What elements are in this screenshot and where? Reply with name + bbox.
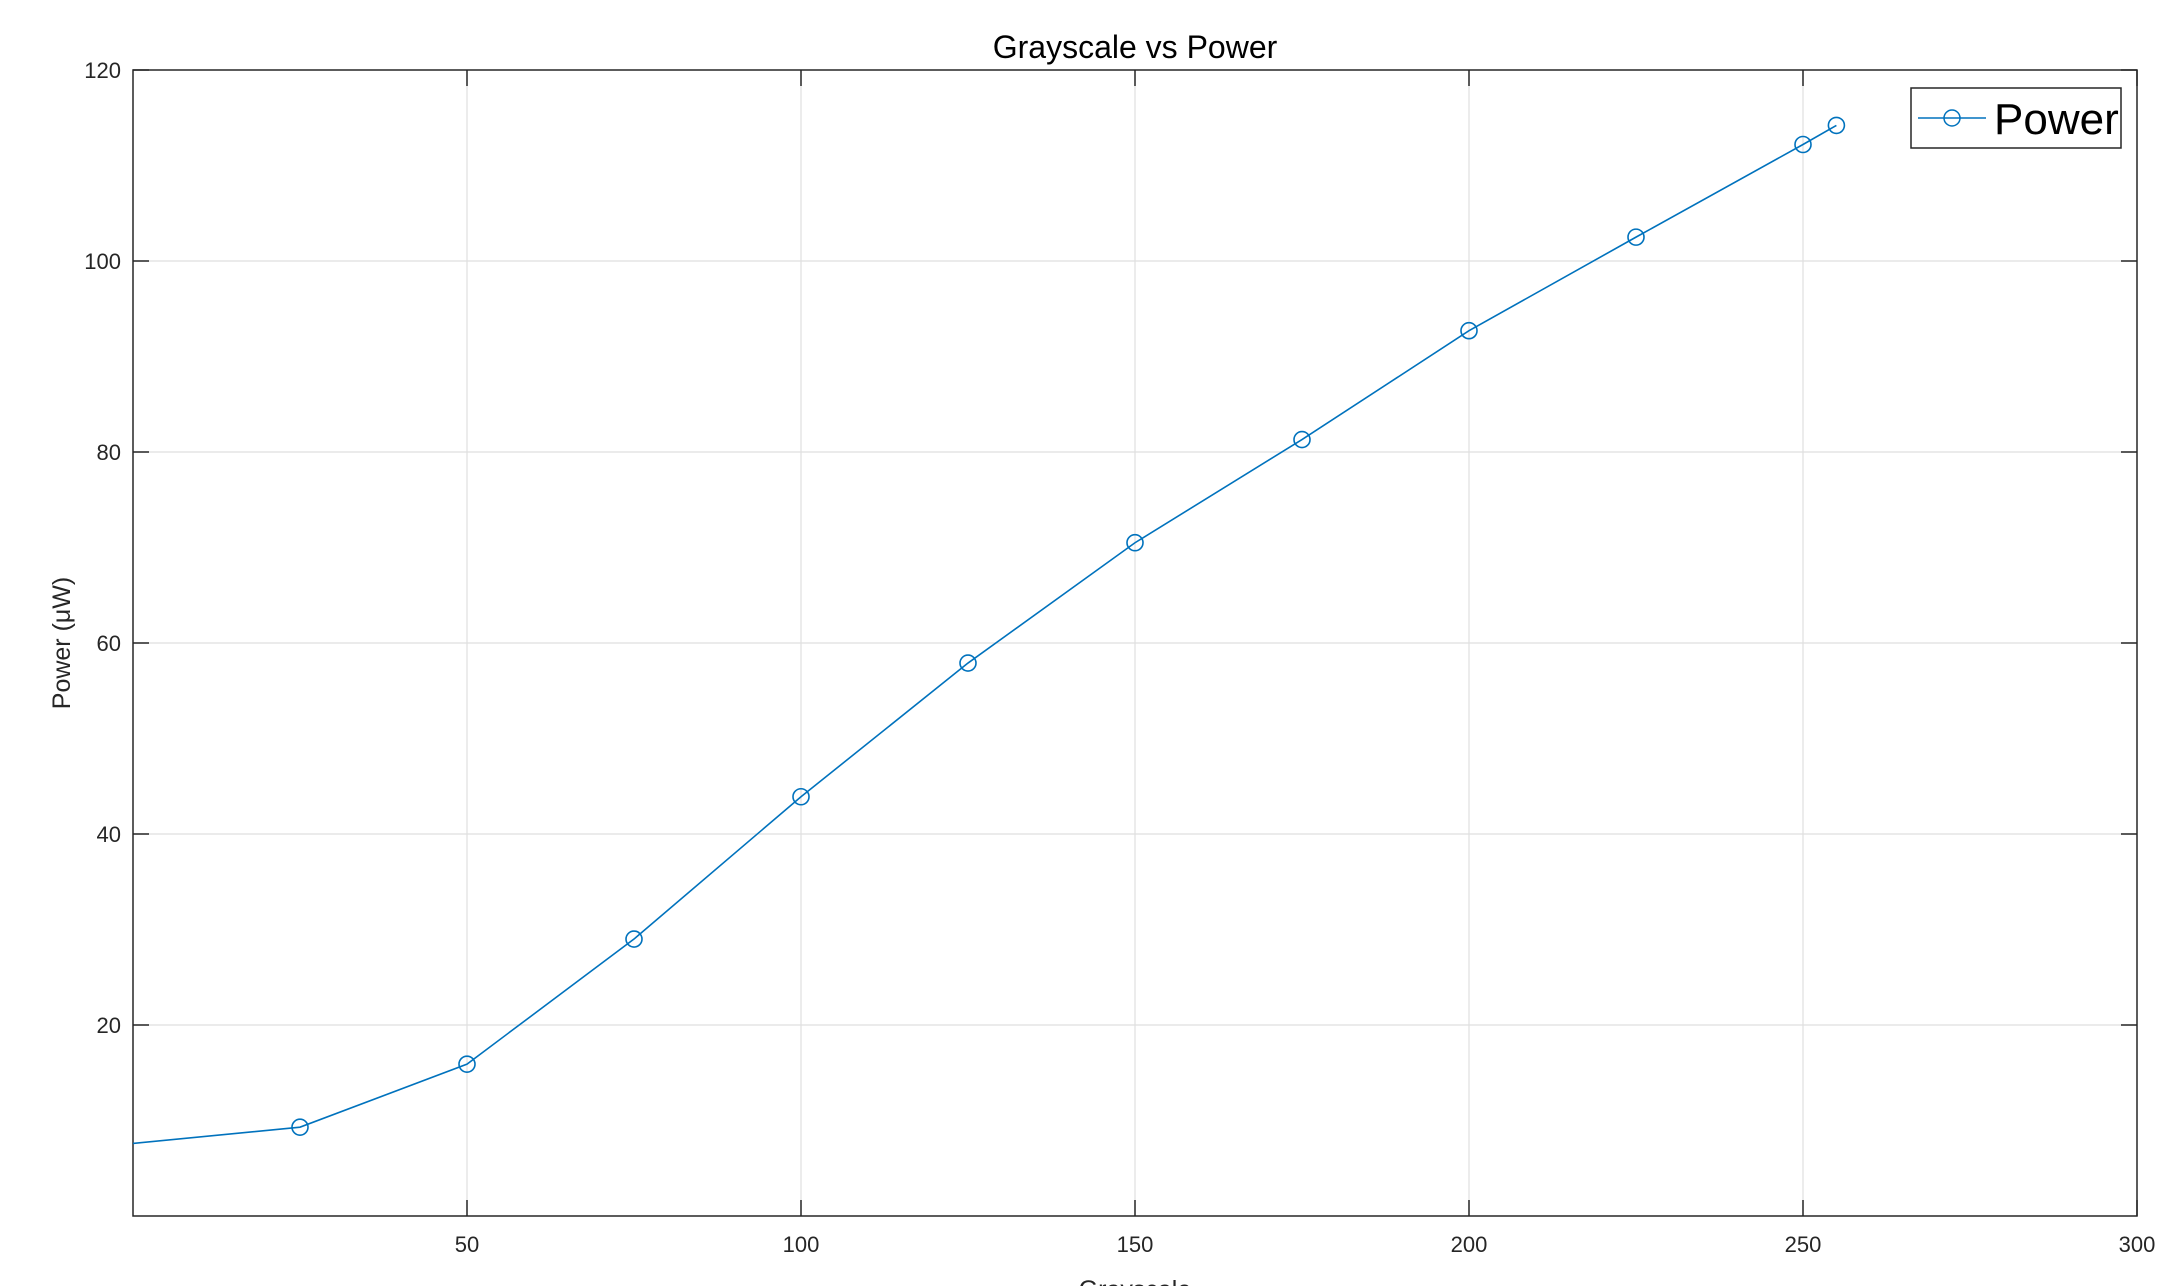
data-point (1293, 430, 1311, 449)
y-tick-label: 100 (84, 249, 121, 274)
data-point (458, 1055, 476, 1073)
y-tick-label: 40 (97, 822, 121, 847)
x-tick-label: 150 (1117, 1232, 1154, 1257)
chart-title: Grayscale vs Power (993, 29, 1278, 65)
x-tick-label: 250 (1785, 1232, 1822, 1257)
x-tick-labels: 50 100 150 200 250 300 (455, 1232, 2156, 1257)
grid-lines (133, 70, 2137, 1216)
y-tick-label: 80 (97, 440, 121, 465)
legend-marker-sample (1943, 109, 1961, 127)
data-point (1827, 116, 1846, 135)
data-point (1126, 533, 1144, 552)
data-point (792, 787, 810, 806)
y-tick-label: 60 (97, 631, 121, 656)
y-tick-label: 20 (97, 1013, 121, 1038)
y-tick-label: 120 (84, 58, 121, 83)
x-tick-label: 50 (455, 1232, 479, 1257)
data-point (1794, 135, 1812, 154)
data-point (1460, 321, 1478, 340)
x-tick-label: 100 (783, 1232, 820, 1257)
x-tick-label: 200 (1451, 1232, 1488, 1257)
axis-ticks (133, 69, 2138, 1216)
series-layer (132, 116, 1846, 1145)
x-axis-label: Grayscale (1079, 1276, 1192, 1286)
x-tick-label: 300 (2119, 1232, 2156, 1257)
data-point (1627, 228, 1645, 246)
y-tick-labels: 20 40 60 80 100 120 (84, 58, 121, 1038)
data-point (291, 1118, 309, 1136)
legend: Power (1910, 87, 2122, 149)
y-axis-label: Power (μW) (48, 577, 76, 709)
legend-entry-power: Power (1994, 95, 2119, 144)
data-point (625, 930, 643, 948)
data-point (959, 654, 977, 672)
series-line-power (132, 124, 1837, 1145)
